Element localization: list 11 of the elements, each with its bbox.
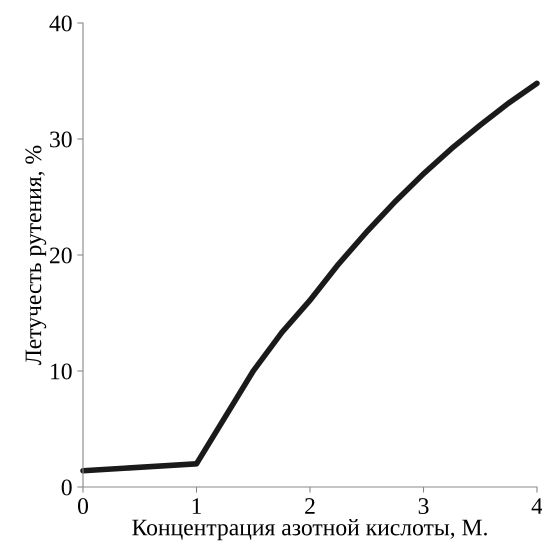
y-tick-label: 40 <box>49 15 72 32</box>
y-tick-label: 0 <box>62 479 72 496</box>
y-tick-label: 20 <box>50 247 72 264</box>
x-tick-label: 3 <box>418 498 428 514</box>
x-tick-label: 0 <box>78 498 88 514</box>
y-axis-title: Летучесть рутения, % <box>25 146 46 365</box>
y-tick-label: 10 <box>51 363 72 380</box>
x-axis-title: Концентрация азотной кислоты, М. <box>132 519 487 540</box>
x-tick-label: 1 <box>192 498 201 514</box>
x-tick-label: 2 <box>305 498 315 514</box>
y-tick-label: 30 <box>50 131 72 148</box>
